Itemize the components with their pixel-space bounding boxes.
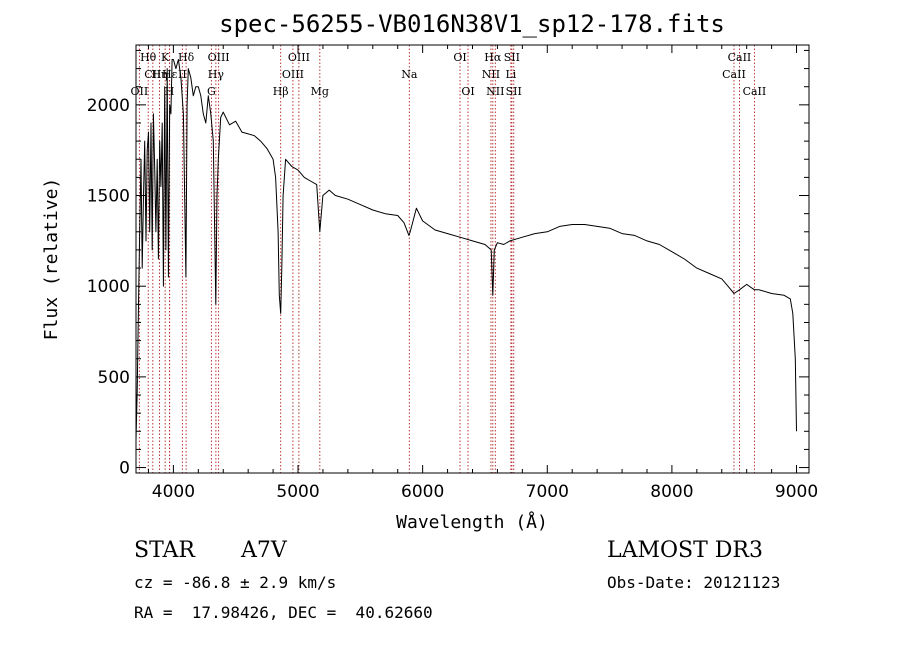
spectral-line-label: CaII [722,68,746,81]
spectrum-line [135,59,797,441]
spectral-line-label: SII [506,85,522,98]
spectral-line-label: K [161,51,170,64]
y-tick-label: 1500 [87,187,130,207]
spectral-line-label: NII [486,85,504,98]
spectral-line-label: Mg [311,85,329,98]
spectral-line-label: SII [504,51,520,64]
y-axis-label: Flux (relative) [41,178,62,341]
chart-title: spec-56255-VB016N38V1_sp12-178.fits [219,10,725,38]
y-tick-label: 2000 [87,96,130,116]
spectral-line-label: Hθ [140,51,157,64]
spectral-line-label: OIII [208,51,230,64]
coordinates: RA = 17.98426, DEC = 40.62660 [134,603,433,622]
x-axis-label: Wavelength (Å) [396,511,548,533]
x-tick-label: 4000 [152,482,195,502]
y-tick-label: 1000 [87,277,130,297]
spectral-line-label: Hη [151,68,167,81]
x-tick-label: 9000 [775,482,818,502]
x-axis-ticks: 4000 5000 6000 7000 8000 9000 [147,45,818,502]
spectral-line-label: OIII [288,51,310,64]
spectral-line-label: OI [453,51,466,64]
spectral-line-markers [138,45,755,473]
spectral-line-label: OI [461,85,474,98]
x-tick-label: 6000 [401,482,444,502]
spectral-line-label: Hγ [208,68,225,81]
x-tick-label: 5000 [276,482,319,502]
spectral-line-label: Hβ [273,85,289,98]
spectral-line-label: CaII [743,85,767,98]
spectrum-series [135,59,797,441]
spectral-line-label: II [178,68,187,81]
spectral-line-label: G [207,85,216,98]
redshift-info: cz = -86.8 ± 2.9 km/s [134,573,337,592]
spectral-line-label: OIII [282,68,304,81]
spectral-line-label: Li [505,68,516,81]
spectral-line-label: OII [131,85,149,98]
observation-date: Obs-Date: 20121123 [607,573,781,592]
spectral-line-label: Hδ [178,51,195,64]
spectral-line-label: NII [482,68,500,81]
spectral-line-label: CaII [728,51,752,64]
y-tick-label: 500 [98,368,130,388]
spectral-line-label: Hα [484,51,502,64]
spectral-line-label: Na [401,68,418,81]
star-label: STAR [134,538,195,563]
plot-frame [135,44,810,474]
spectral-line-label: H [165,85,175,98]
x-tick-label: 8000 [650,482,693,502]
survey-name: LAMOST DR3 [607,538,763,563]
y-tick-label: 0 [119,459,130,479]
x-tick-label: 7000 [526,482,569,502]
spectrum-plot: spec-56255-VB016N38V1_sp12-178.fits OIIH… [41,10,818,533]
spectral-line-label: CII [144,68,161,81]
spectral-line-label: Hε [162,68,178,81]
y-axis-ticks: 0 500 1000 1500 2000 [87,49,809,479]
spectral-class: A7V [241,538,287,563]
